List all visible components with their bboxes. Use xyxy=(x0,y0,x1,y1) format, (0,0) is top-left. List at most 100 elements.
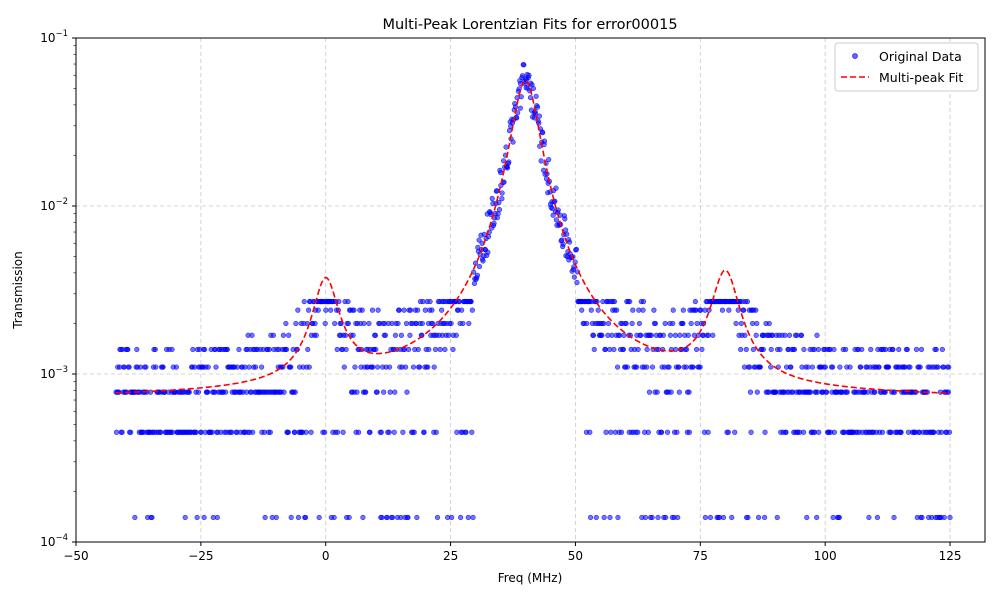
data-point xyxy=(389,514,396,521)
data-point xyxy=(768,364,774,370)
data-point xyxy=(617,332,623,338)
data-point xyxy=(830,514,836,521)
data-point xyxy=(283,320,289,327)
data-point xyxy=(816,429,822,435)
data-point xyxy=(270,332,277,338)
data-point xyxy=(587,514,594,521)
data-point xyxy=(836,514,842,521)
data-point xyxy=(705,429,711,435)
data-point xyxy=(273,514,279,521)
data-point xyxy=(918,346,925,353)
data-point xyxy=(560,241,566,247)
data-point xyxy=(301,298,307,305)
data-point xyxy=(459,307,465,313)
data-point xyxy=(629,320,635,327)
data-point xyxy=(345,298,351,305)
data-point xyxy=(346,514,352,521)
data-point xyxy=(658,429,665,435)
data-point xyxy=(866,514,872,521)
data-point xyxy=(660,332,666,338)
data-point xyxy=(627,298,633,305)
data-point xyxy=(193,429,199,435)
data-point xyxy=(496,199,502,206)
data-point xyxy=(646,389,653,395)
data-point xyxy=(686,429,693,435)
data-point xyxy=(429,307,435,313)
y-tick-label: 10−4 xyxy=(40,533,68,549)
data-point xyxy=(403,364,409,370)
data-point xyxy=(720,514,727,521)
data-point xyxy=(683,364,689,370)
data-point xyxy=(680,307,686,313)
data-point xyxy=(288,364,294,370)
data-point xyxy=(398,332,405,338)
data-point xyxy=(680,320,686,327)
data-point xyxy=(434,514,441,521)
data-point xyxy=(286,332,292,338)
data-point xyxy=(431,364,437,370)
data-point xyxy=(340,429,346,435)
data-point xyxy=(128,429,134,435)
data-point xyxy=(676,389,682,395)
data-point xyxy=(229,429,235,435)
data-point xyxy=(313,332,319,338)
data-point xyxy=(173,364,179,370)
data-point xyxy=(593,514,599,521)
data-point xyxy=(411,429,417,435)
data-point xyxy=(607,514,613,521)
data-point xyxy=(693,346,700,353)
data-point xyxy=(503,144,509,150)
data-point xyxy=(198,429,204,435)
data-point xyxy=(249,332,255,338)
data-point xyxy=(476,237,482,243)
data-point xyxy=(538,158,544,164)
data-point xyxy=(804,514,810,521)
data-point xyxy=(670,307,676,313)
data-point xyxy=(630,307,636,313)
data-point xyxy=(595,307,601,313)
data-point xyxy=(405,514,411,521)
data-point xyxy=(293,320,299,327)
data-point xyxy=(677,332,683,338)
data-point xyxy=(649,514,655,521)
data-point xyxy=(564,231,570,237)
data-point xyxy=(426,346,432,353)
data-point xyxy=(332,320,338,327)
data-point xyxy=(160,364,166,370)
data-point xyxy=(400,429,406,435)
data-point xyxy=(366,320,372,327)
data-point xyxy=(890,346,896,353)
data-point xyxy=(601,514,607,521)
data-point xyxy=(334,346,340,353)
data-point xyxy=(913,346,920,353)
data-point xyxy=(449,514,455,521)
data-point xyxy=(553,185,559,191)
data-point xyxy=(460,320,466,327)
data-point xyxy=(754,320,760,327)
data-point xyxy=(396,307,402,313)
data-point xyxy=(571,274,577,280)
data-point xyxy=(205,364,211,370)
data-point xyxy=(574,279,580,286)
data-point xyxy=(761,514,768,521)
data-point xyxy=(292,429,298,435)
data-point xyxy=(904,346,910,353)
data-point xyxy=(615,514,621,521)
data-point xyxy=(469,429,475,435)
data-point xyxy=(831,429,837,435)
data-point xyxy=(378,429,384,435)
data-point xyxy=(697,364,703,370)
data-point xyxy=(640,307,646,313)
data-point xyxy=(322,320,328,327)
data-point xyxy=(369,307,376,313)
data-point xyxy=(546,156,552,163)
data-point xyxy=(392,389,398,395)
data-point xyxy=(375,307,381,313)
data-point xyxy=(634,364,640,370)
data-point xyxy=(323,307,329,313)
data-point xyxy=(891,514,897,521)
data-point xyxy=(499,190,505,196)
data-point xyxy=(791,346,798,353)
data-point xyxy=(750,346,756,353)
